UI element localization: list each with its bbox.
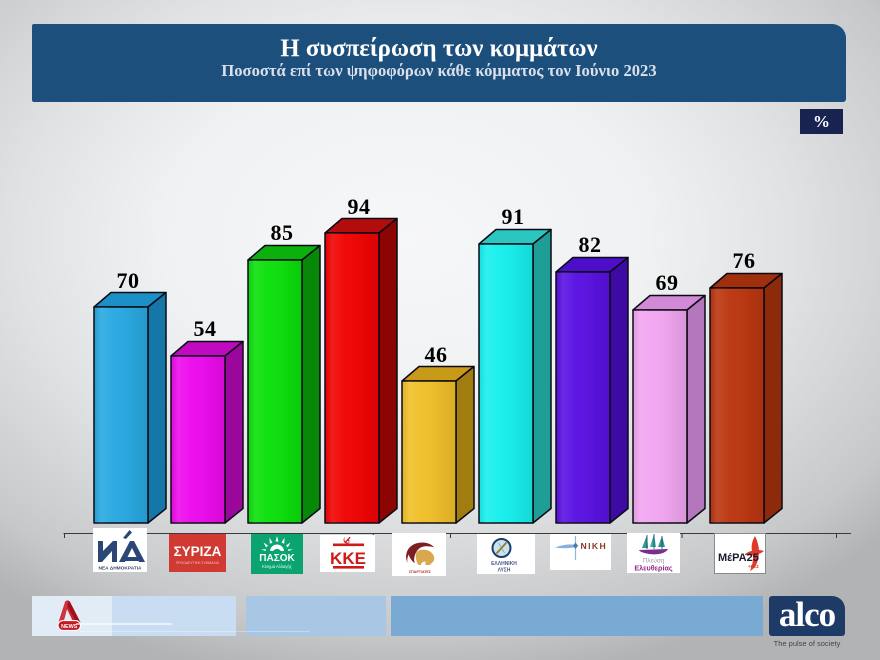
svg-text:ΠΡΟΟΔΕΥΤΙΚΗ ΣΥΜΜΑΧΙΑ: ΠΡΟΟΔΕΥΤΙΚΗ ΣΥΜΜΑΧΙΑ <box>176 561 220 565</box>
svg-text:NEWS: NEWS <box>61 624 78 630</box>
svg-text:91: 91 <box>502 204 525 229</box>
svg-text:85: 85 <box>271 220 294 245</box>
svg-text:ΜέΡΑ25: ΜέΡΑ25 <box>718 552 759 564</box>
svg-text:Πλεύση: Πλεύση <box>643 557 665 565</box>
svg-text:82: 82 <box>579 232 602 257</box>
svg-text:ΕΛΛΗΝΙΚΗ: ΕΛΛΗΝΙΚΗ <box>491 561 517 567</box>
svg-text:ΛΥΣΗ: ΛΥΣΗ <box>498 568 511 574</box>
svg-text:ΝΕΑ ΔΗΜΟΚΡΑΤΙΑ: ΝΕΑ ΔΗΜΟΚΡΑΤΙΑ <box>98 566 142 572</box>
svg-text:69: 69 <box>656 270 679 295</box>
svg-text:ΚΚΕ: ΚΚΕ <box>330 549 366 568</box>
svg-text:ΠΑΣΟΚ: ΠΑΣΟΚ <box>259 553 295 564</box>
svg-text:Ελευθερίας: Ελευθερίας <box>634 564 673 573</box>
svg-text:54: 54 <box>194 316 217 341</box>
svg-text:ΣΠΑΡΤΙΑΤΕΣ: ΣΠΑΡΤΙΑΤΕΣ <box>409 570 432 574</box>
svg-text:Κίνημα Αλλαγής: Κίνημα Αλλαγής <box>262 564 292 569</box>
svg-text:46: 46 <box>425 342 448 367</box>
svg-text:ΝΙΚΗ: ΝΙΚΗ <box>581 541 608 551</box>
svg-text:76: 76 <box>733 248 756 273</box>
svg-text:ΣΥΡΙΖΑ: ΣΥΡΙΖΑ <box>174 544 222 559</box>
svg-text:70: 70 <box>117 268 140 293</box>
svg-text:+ΕΕΣ: +ΕΕΣ <box>748 564 759 569</box>
svg-text:94: 94 <box>348 194 371 219</box>
